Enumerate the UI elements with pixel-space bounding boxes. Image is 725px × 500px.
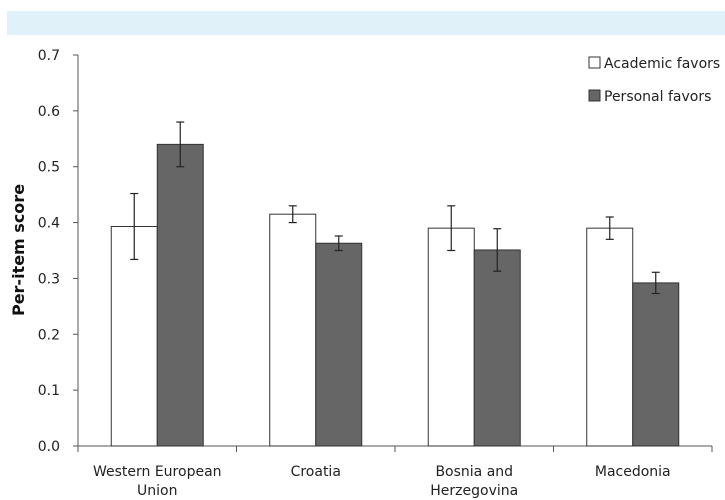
bar [157,144,203,446]
bar [474,250,520,446]
legend-swatch [589,90,600,101]
x-tick-label: Croatia [291,464,341,480]
y-tick-label: 0.3 [38,271,60,287]
x-tick-label: Herzegovina [430,483,518,499]
legend-label: Personal favors [604,89,711,105]
y-tick-label: 0.5 [38,160,60,176]
x-tick-label: Western European [93,464,222,480]
x-tick-label: Bosnia and [435,464,513,480]
error-bars [130,122,660,293]
x-tick-label: Macedonia [595,464,671,480]
bars [111,144,679,446]
bar [428,228,474,446]
bar [633,283,679,446]
legend-label: Academic favors [604,56,720,72]
bar [587,228,633,446]
legend: Academic favors Personal favors [589,56,720,105]
y-tick-label: 0.1 [38,383,60,399]
bar [270,214,316,446]
y-tick-label: 0.6 [38,104,60,120]
y-axis-label: Per-item score [9,184,28,316]
y-tick-label: 0.4 [38,216,60,232]
y-tick-label: 0.2 [38,327,60,343]
y-tick-label: 0.0 [38,439,60,455]
legend-swatch [589,57,600,68]
bar [316,243,362,446]
y-ticks: 0.0 0.1 0.2 0.3 0.4 0.5 0.6 0.7 [38,48,78,455]
x-tick-label: Union [137,483,177,499]
y-tick-label: 0.7 [38,48,60,64]
x-tick-labels: Western European Union Croatia Bosnia and He… [93,464,671,499]
